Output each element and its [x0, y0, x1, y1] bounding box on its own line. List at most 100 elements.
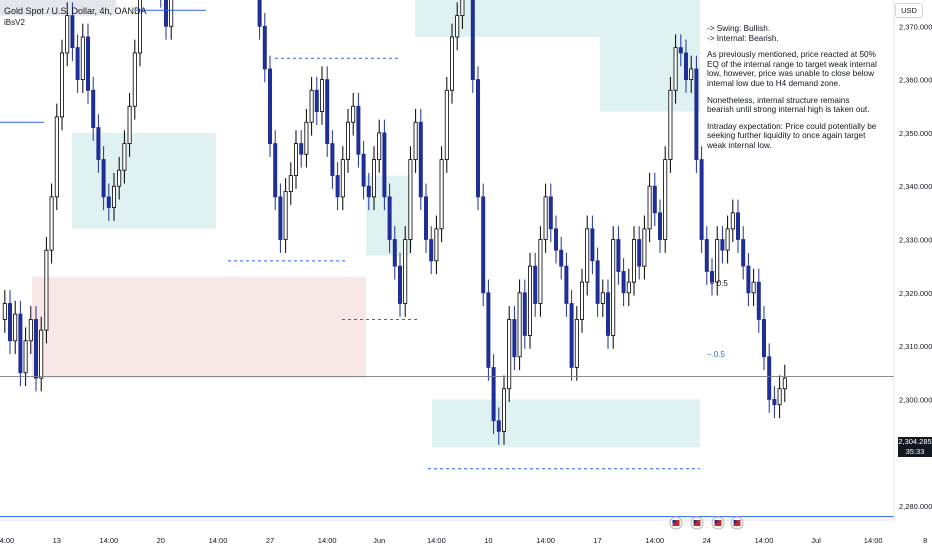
- bull-candle: [132, 52, 137, 107]
- bear-candle: [595, 260, 600, 304]
- bear-candle: [481, 196, 486, 294]
- bear-candle: [18, 313, 23, 374]
- bull-candle: [777, 388, 782, 406]
- bull-candle: [580, 281, 585, 320]
- bear-candle: [299, 143, 304, 155]
- demand-zone: [600, 36, 700, 112]
- bull-candle: [632, 239, 637, 283]
- bull-candle: [169, 0, 174, 27]
- current-price: 2,304.285: [898, 437, 932, 446]
- internal-line: -> Internal: Bearish.: [707, 33, 779, 43]
- x-tick-label: 14:00: [864, 536, 883, 545]
- bull-candle: [122, 143, 127, 171]
- bull-candle: [371, 159, 376, 198]
- bull-candle: [455, 15, 460, 38]
- bull-candle: [49, 196, 54, 251]
- y-tick-label: 2,310.000: [899, 342, 932, 351]
- bull-candle: [112, 185, 117, 208]
- bear-candle: [522, 292, 527, 336]
- bull-candle: [460, 0, 465, 17]
- flag-icon: [669, 516, 683, 530]
- x-tick-label: 27: [266, 536, 274, 545]
- bull-candle: [293, 143, 298, 176]
- bull-candle: [137, 0, 142, 54]
- analysis-note: -> Swing: Bullish. -> Internal: Bearish.…: [707, 24, 877, 158]
- bull-candle: [782, 377, 787, 390]
- x-tick-label: 14:00: [427, 536, 446, 545]
- x-tick-label: 14:00: [209, 536, 228, 545]
- x-tick-label: 17: [593, 536, 601, 545]
- bear-candle: [704, 239, 709, 272]
- bull-candle: [501, 388, 506, 432]
- bear-candle: [548, 196, 553, 230]
- bull-candle: [538, 239, 543, 304]
- bull-candle: [517, 292, 522, 358]
- bear-candle: [564, 265, 569, 304]
- bear-candle: [678, 47, 683, 54]
- flag-canton: [693, 520, 697, 523]
- bear-candle: [606, 292, 611, 336]
- bear-candle: [387, 196, 392, 240]
- bull-candle: [715, 239, 720, 283]
- bear-candle: [325, 79, 330, 144]
- bar-countdown: 35:33: [905, 446, 925, 456]
- bull-candle: [507, 319, 512, 390]
- bull-candle: [730, 212, 735, 230]
- bull-candle: [60, 52, 65, 118]
- bull-candle: [127, 105, 132, 144]
- bear-candle: [590, 228, 595, 262]
- bull-candle: [528, 265, 533, 336]
- current-price-label: 2,304.285 35:33: [898, 437, 932, 457]
- x-tick-label: 14:00: [536, 536, 555, 545]
- flag-stripe: [714, 520, 722, 526]
- bear-candle: [96, 127, 101, 160]
- x-tick-label: 8: [923, 536, 927, 545]
- bear-candle: [335, 175, 340, 198]
- bull-candle: [751, 281, 756, 294]
- bull-candle: [600, 292, 605, 304]
- bull-candle: [304, 121, 309, 155]
- analysis-paragraph: Intraday expectation: Price could potent…: [707, 121, 877, 150]
- bear-candle: [86, 36, 91, 91]
- currency-button[interactable]: USD: [895, 3, 923, 18]
- bear-candle: [397, 265, 402, 304]
- bear-candle: [278, 196, 283, 240]
- demand-zone: [72, 132, 216, 229]
- bear-candle: [382, 132, 387, 198]
- x-tick-label: Jul: [811, 536, 821, 545]
- bear-candle: [330, 143, 335, 176]
- bull-candle: [574, 319, 579, 368]
- bull-candle: [647, 185, 652, 230]
- bear-candle: [496, 420, 501, 432]
- symbol-title: Gold Spot / U.S. Dollar, 4h, OANDA: [4, 6, 147, 16]
- indicator-name[interactable]: iBsV2: [4, 18, 25, 27]
- x-tick-label: 10: [484, 536, 492, 545]
- bear-candle: [423, 196, 428, 240]
- bear-candle: [569, 303, 574, 368]
- dash-icon: –: [710, 279, 715, 288]
- bull-candle: [403, 239, 408, 304]
- fib-level-label: – 0.5: [707, 350, 725, 359]
- y-tick-label: 2,360.000: [899, 76, 932, 85]
- bull-candle: [413, 121, 418, 160]
- bear-candle: [741, 239, 746, 267]
- x-tick-label: 14:00: [755, 536, 774, 545]
- x-tick-label: 24: [703, 536, 711, 545]
- y-tick-label: 2,340.000: [899, 182, 932, 191]
- bear-candle: [710, 271, 715, 283]
- y-tick-label: 2,320.000: [899, 289, 932, 298]
- bull-candle: [54, 116, 59, 198]
- bear-candle: [70, 15, 75, 49]
- bear-candle: [91, 89, 96, 128]
- bear-candle: [106, 196, 111, 208]
- bull-candle: [80, 36, 85, 80]
- demand-zone: [432, 399, 700, 448]
- bull-candle: [13, 313, 18, 342]
- x-tick-label: 14:00: [645, 536, 664, 545]
- bull-candle: [689, 68, 694, 81]
- flag-icon: [730, 516, 744, 530]
- bull-candle: [44, 249, 49, 331]
- bear-candle: [772, 398, 777, 406]
